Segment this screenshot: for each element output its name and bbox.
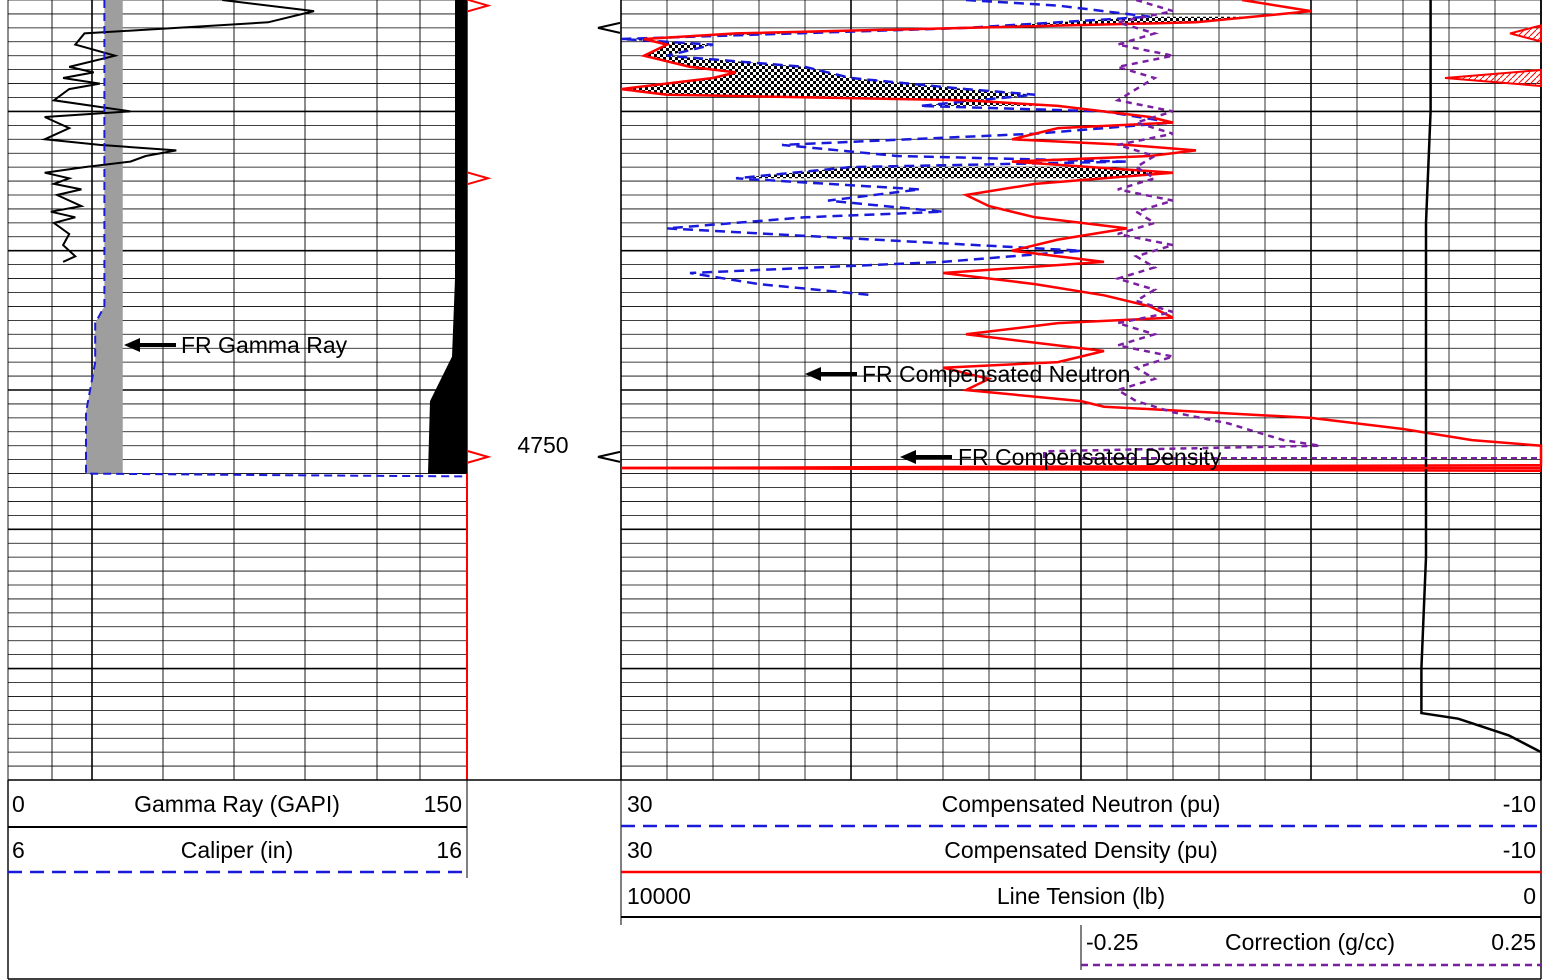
annotation-label-neutron: FR Compensated Neutron [862, 361, 1130, 387]
gamma-ray-title: Gamma Ray (GAPI) [134, 791, 340, 817]
curve-layer [40, 0, 1543, 754]
crossover-fill [736, 167, 1173, 179]
header-tension: 10000 Line Tension (lb) 0 [627, 883, 1536, 909]
correction-scale-right: 0.25 [1491, 929, 1536, 955]
header-caliper: 6 Caliper (in) 16 [12, 837, 462, 863]
gamma-ray-scale-right: 150 [424, 791, 462, 817]
annotation-neutron: FR Compensated Neutron [805, 361, 1130, 387]
density-title: Compensated Density (pu) [944, 837, 1218, 863]
caliper-washout-fill [86, 0, 123, 474]
tension-scale-left: 10000 [627, 883, 691, 909]
header-density: 30 Compensated Density (pu) -10 [627, 837, 1536, 863]
annotation-label-gamma-ray: FR Gamma Ray [181, 332, 348, 358]
correction-scale-left: -0.25 [1086, 929, 1138, 955]
arrow-head [805, 367, 821, 381]
crossover-fill-layer [86, 0, 1542, 474]
header-neutron: 30 Compensated Neutron (pu) -10 [627, 791, 1536, 817]
caliper-title: Caliper (in) [181, 837, 293, 863]
annotation-density: FR Compensated Density [900, 444, 1222, 470]
annotation-label-density: FR Compensated Density [958, 444, 1222, 470]
header-correction: -0.25 Correction (g/cc) 0.25 [1086, 929, 1536, 955]
gamma-ray-curve [40, 0, 315, 263]
left-arrow-icon [805, 367, 857, 381]
left-arrow-icon [900, 450, 952, 464]
tension-curve [1420, 0, 1542, 754]
depth-label-4750: 4750 [517, 432, 568, 458]
annotation-gamma-ray: FR Gamma Ray [124, 332, 348, 358]
density-overrange-fill [1509, 24, 1542, 43]
correction-title: Correction (g/cc) [1225, 929, 1395, 955]
correction-curve [1042, 0, 1321, 460]
neutron-title: Compensated Neutron (pu) [942, 791, 1221, 817]
tension-scale-right: 0 [1523, 883, 1536, 909]
left-triangle-icon [597, 450, 621, 463]
right-triangle-icon [466, 0, 492, 13]
grid-layer [7, 0, 1542, 980]
right-triangle-icon [466, 171, 492, 186]
log-header: 0 Gamma Ray (GAPI) 150 6 Caliper (in) 16… [12, 791, 1536, 955]
caliper-scale-right: 16 [436, 837, 462, 863]
density-scale-left: 30 [627, 837, 653, 863]
caliper-curve [85, 0, 468, 478]
arrow-head [900, 450, 916, 464]
right-triangle-icon [466, 449, 492, 464]
neutron-curve [620, 0, 1174, 297]
tension-title: Line Tension (lb) [997, 883, 1165, 909]
neutron-scale-left: 30 [627, 791, 653, 817]
crossover-fill [621, 16, 1254, 106]
arrow-head [124, 338, 140, 352]
gamma-ray-scale-left: 0 [12, 791, 25, 817]
left-arrow-icon [124, 338, 176, 352]
header-gamma-ray: 0 Gamma Ray (GAPI) 150 [12, 791, 462, 817]
cable-speed-fill [428, 0, 467, 474]
marker-layer [466, 0, 621, 464]
density-scale-right: -10 [1503, 837, 1536, 863]
caliper-scale-left: 6 [12, 837, 25, 863]
neutron-scale-right: -10 [1503, 791, 1536, 817]
density-overrange-fill [1444, 68, 1542, 88]
density-curve [620, 0, 1543, 473]
left-triangle-icon [597, 21, 621, 34]
